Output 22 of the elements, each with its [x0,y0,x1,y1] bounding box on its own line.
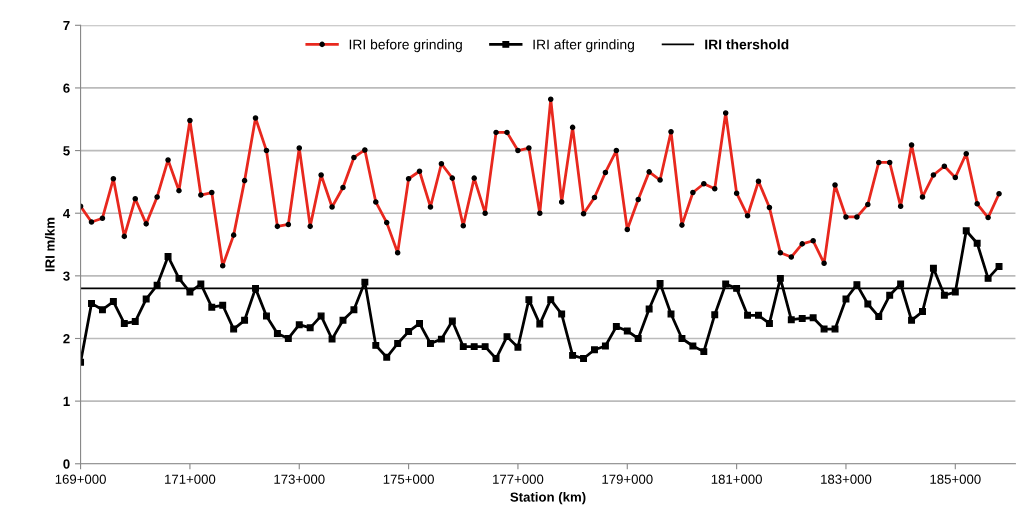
x-tick-label: 183+000 [821,474,872,484]
y-tick-label: 7 [63,21,70,31]
y-tick-label: 4 [63,208,71,218]
y-tick-label: 2 [63,334,70,344]
x-tick-label: 169+000 [55,474,106,484]
y-tick-label: 0 [63,459,70,469]
y-tick-label: 3 [63,271,70,281]
x-tick-label: 185+000 [930,474,981,484]
x-tick-label: 177+000 [493,474,544,484]
x-tick-label: 175+000 [383,474,434,484]
x-tick-label: 173+000 [274,474,325,484]
y-axis-title: IRI m/km [44,217,55,272]
x-axis-title: Station (km) [510,492,586,505]
y-tick-label: 5 [63,146,70,156]
legend-label: IRI after grinding [533,39,634,53]
x-tick-label: 171+000 [165,474,216,484]
legend-label: IRI thershold [705,39,789,50]
legend-label: IRI before grinding [349,39,462,53]
y-tick-label: 1 [63,396,70,406]
y-tick-label: 6 [63,83,70,93]
x-tick-label: 179+000 [602,474,653,484]
x-tick-label: 181+000 [711,474,762,484]
